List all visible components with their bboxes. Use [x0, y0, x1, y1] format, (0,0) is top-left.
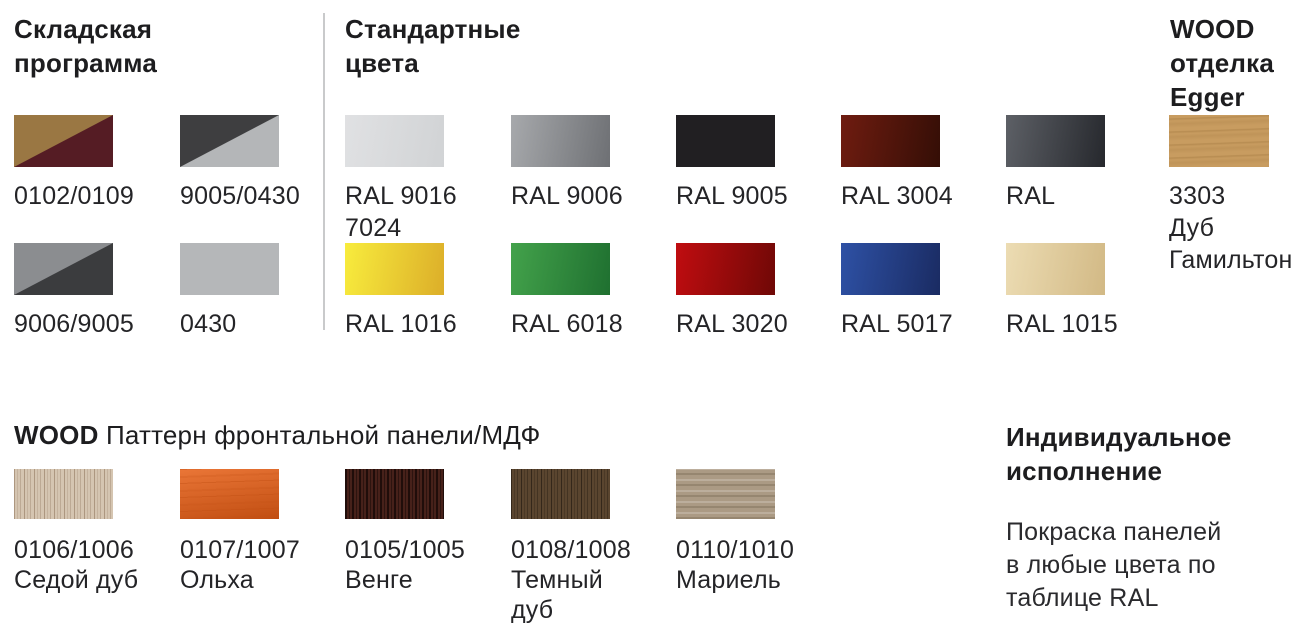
swatch-ral-3004 — [841, 115, 940, 167]
swatch-cell-9006-9005: 9006/9005 — [14, 243, 172, 340]
swatch-label-0105-1005: 0105/1005 Венге — [345, 536, 465, 594]
swatch-0108-1008 — [511, 469, 610, 519]
swatch-label-0430: 0430 — [180, 310, 237, 338]
swatch-0105-1005 — [345, 469, 444, 519]
swatch-cell-ral-1015: RAL 1015 — [1006, 243, 1164, 340]
standard-colors-title: Стандартные цвета — [345, 14, 521, 78]
swatch-ral-9006 — [511, 115, 610, 167]
swatch-cell-0110-1010: 0110/1010 Мариель — [676, 469, 834, 595]
section-divider — [323, 13, 325, 330]
swatch-cell-0430: 0430 — [180, 243, 338, 340]
swatch-label-0108-1008: 0108/1008 Темный дуб — [511, 536, 631, 624]
egger-wood-title: WOOD отделка Egger — [1170, 14, 1274, 112]
swatch-cell-0107-1007: 0107/1007 Ольха — [180, 469, 338, 595]
swatch-0430 — [180, 243, 279, 295]
swatch-label-ral-3004: RAL 3004 — [841, 182, 953, 210]
swatch-9005-0430 — [180, 115, 279, 167]
swatch-cell-0102-0109: 0102/0109 — [14, 115, 172, 212]
swatch-label-ral-9016-7024: RAL 9016 7024 — [345, 182, 457, 242]
swatch-label-ral: RAL — [1006, 182, 1056, 210]
swatch-0107-1007 — [180, 469, 279, 519]
swatch-cell-ral-9016-7024: RAL 9016 7024 — [345, 115, 503, 244]
swatch-cell-0106-1006: 0106/1006 Седой дуб — [14, 469, 172, 595]
swatch-cell-ral-5017: RAL 5017 — [841, 243, 999, 340]
swatch-0110-1010 — [676, 469, 775, 519]
wood-pattern-title: WOOD Паттерн фронтальной панели/МДФ — [14, 418, 541, 452]
swatch-cell-ral-9006: RAL 9006 — [511, 115, 669, 212]
wood-pattern-title-rest: Паттерн фронтальной панели/МДФ — [98, 420, 541, 450]
swatch-label-0102-0109: 0102/0109 — [14, 182, 134, 210]
swatch-0102-0109 — [14, 115, 113, 167]
swatch-ral-3020 — [676, 243, 775, 295]
swatch-cell-ral-6018: RAL 6018 — [511, 243, 669, 340]
swatch-label-0106-1006: 0106/1006 Седой дуб — [14, 536, 139, 594]
swatch-cell-ral: RAL — [1006, 115, 1164, 212]
swatch-label-0110-1010: 0110/1010 Мариель — [676, 536, 795, 594]
swatch-label-9006-9005: 9006/9005 — [14, 310, 134, 338]
swatch-label-ral-5017: RAL 5017 — [841, 310, 953, 338]
swatch-cell-9005-0430: 9005/0430 — [180, 115, 338, 212]
swatch-cell-ral-3004: RAL 3004 — [841, 115, 999, 212]
swatch-cell-0105-1005: 0105/1005 Венге — [345, 469, 503, 595]
swatch-cell-3303-oak-hamilton: 3303 Дуб Гамильтон — [1169, 115, 1313, 276]
swatch-label-ral-9005: RAL 9005 — [676, 182, 788, 210]
swatch-cell-ral-3020: RAL 3020 — [676, 243, 834, 340]
swatch-label-ral-3020: RAL 3020 — [676, 310, 788, 338]
swatch-ral-1015 — [1006, 243, 1105, 295]
swatch-9006-9005 — [14, 243, 113, 295]
wood-pattern-title-bold: WOOD — [14, 420, 99, 450]
swatch-ral-1016 — [345, 243, 444, 295]
swatch-cell-ral-1016: RAL 1016 — [345, 243, 503, 340]
swatch-cell-ral-9005: RAL 9005 — [676, 115, 834, 212]
swatch-ral-9005 — [676, 115, 775, 167]
swatch-label-0107-1007: 0107/1007 Ольха — [180, 536, 300, 594]
swatch-0106-1006 — [14, 469, 113, 519]
warehouse-program-title: Складская программа — [14, 14, 158, 78]
swatch-3303-oak-hamilton — [1169, 115, 1269, 167]
swatch-cell-0108-1008: 0108/1008 Темный дуб — [511, 469, 669, 625]
custom-finish-title: Индивидуальное исполнение — [1006, 422, 1232, 486]
swatch-ral-6018 — [511, 243, 610, 295]
swatch-label-9005-0430: 9005/0430 — [180, 182, 300, 210]
swatch-ral — [1006, 115, 1105, 167]
custom-finish-description: Покраска панелей в любые цвета по таблиц… — [1006, 518, 1222, 612]
swatch-ral-5017 — [841, 243, 940, 295]
swatch-label-ral-1015: RAL 1015 — [1006, 310, 1118, 338]
swatch-label-ral-9006: RAL 9006 — [511, 182, 623, 210]
swatch-label-3303-oak-hamilton: 3303 Дуб Гамильтон — [1169, 182, 1293, 274]
swatch-label-ral-6018: RAL 6018 — [511, 310, 623, 338]
swatch-ral-9016-7024 — [345, 115, 444, 167]
swatch-label-ral-1016: RAL 1016 — [345, 310, 457, 338]
